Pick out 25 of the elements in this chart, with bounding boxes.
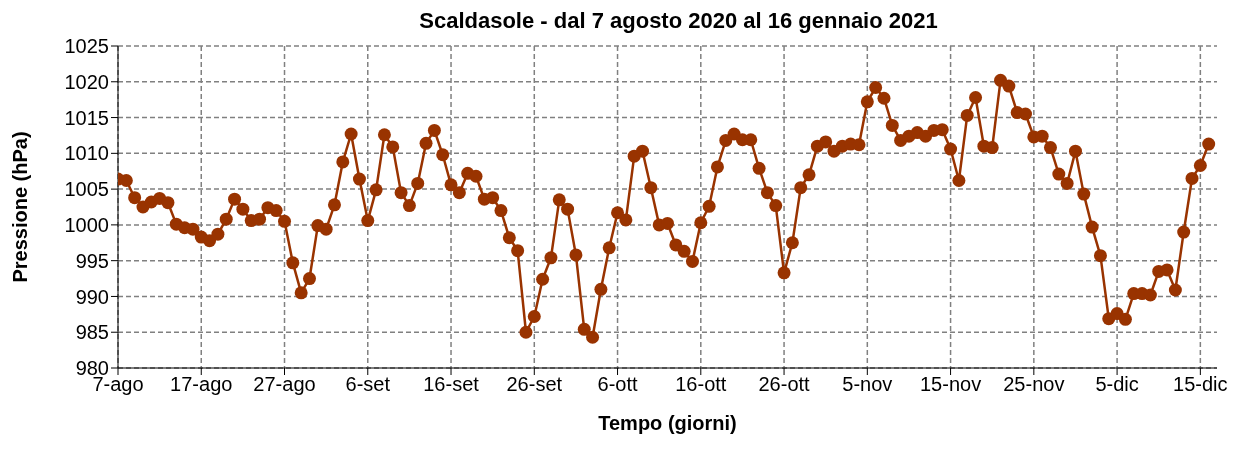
x-tick-label: 26-set xyxy=(506,373,563,396)
x-tick-label: 5-dic xyxy=(1095,373,1139,396)
y-tick-label: 1010 xyxy=(64,142,109,165)
chart-title: Scaldasole - dal 7 agosto 2020 al 16 gennaio 2021 xyxy=(419,8,938,33)
y-axis-title: Pressione (hPa) xyxy=(9,131,32,283)
x-tick-label: 5-nov xyxy=(842,373,893,396)
y-tick-label: 1025 xyxy=(64,35,109,58)
y-tick-label: 990 xyxy=(75,285,109,308)
y-tick-label: 1020 xyxy=(64,70,109,93)
x-tick-label: 27-ago xyxy=(253,373,316,396)
x-tick-label: 25-nov xyxy=(1003,373,1065,396)
x-tick-label: 15-dic xyxy=(1173,373,1228,396)
y-tick-label: 1000 xyxy=(64,213,109,236)
x-tick-label: 26-ott xyxy=(758,373,811,396)
x-tick-label: 17-ago xyxy=(170,373,233,396)
x-tick-label: 16-set xyxy=(423,373,480,396)
x-axis-title: Tempo (giorni) xyxy=(598,412,737,434)
y-tick-label: 1015 xyxy=(64,106,109,129)
x-tick-label: 16-ott xyxy=(675,373,727,396)
x-tick-label: 6-ott xyxy=(597,373,638,396)
y-tick-label: 995 xyxy=(75,249,109,272)
x-tick-label: 15-nov xyxy=(920,373,982,396)
y-tick-label: 1005 xyxy=(64,178,109,201)
x-tick-label: 6-set xyxy=(345,373,391,396)
y-tick-label: 985 xyxy=(75,321,109,344)
